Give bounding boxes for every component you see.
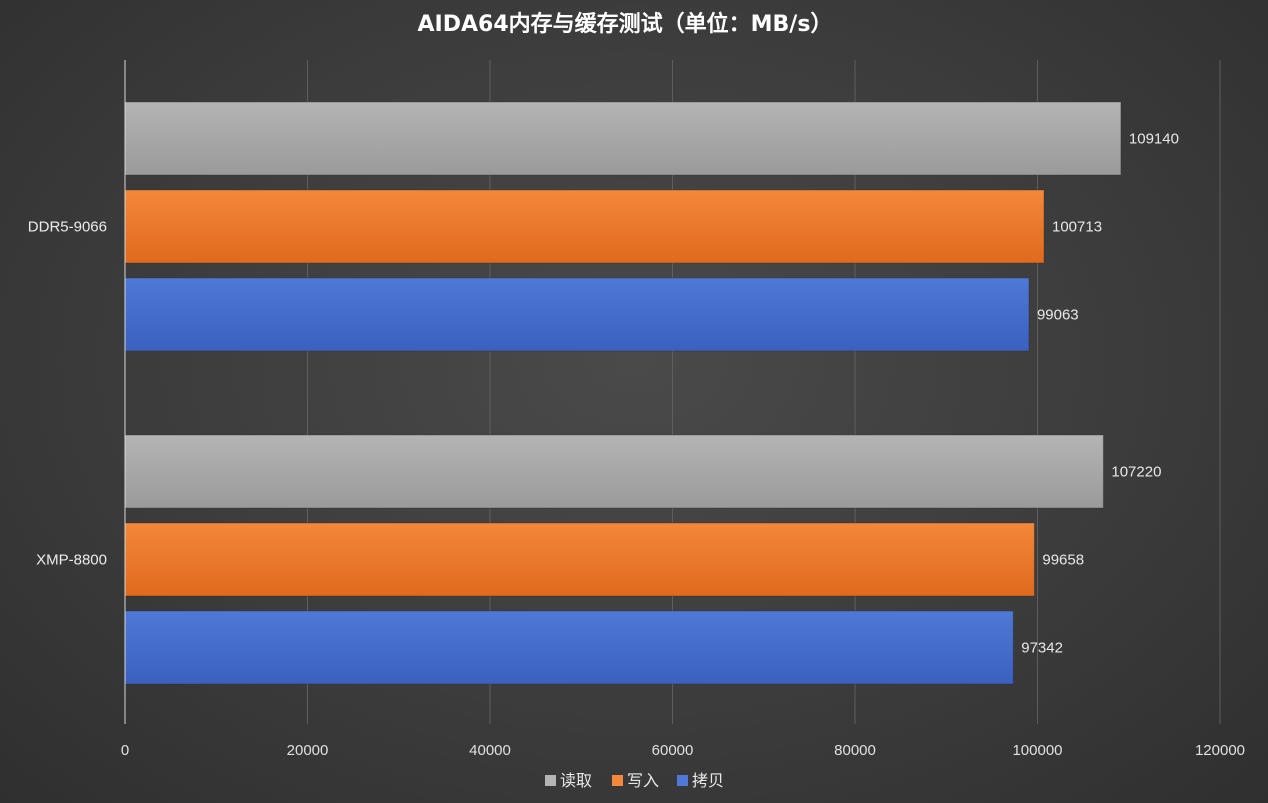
bar: [124, 277, 1030, 352]
x-tick-label: 120000: [1195, 742, 1245, 759]
legend-label: 写入: [627, 771, 659, 790]
legend-swatch: [612, 775, 623, 786]
x-tick-label: 80000: [834, 742, 876, 759]
bar: [124, 189, 1045, 264]
category-label: DDR5-9066: [28, 219, 107, 236]
data-label: 109140: [1129, 131, 1179, 148]
legend-label: 拷贝: [692, 771, 724, 790]
x-tick-label: 20000: [287, 742, 329, 759]
x-tick-label: 60000: [652, 742, 694, 759]
bar: [124, 522, 1035, 597]
category-labels: DDR5-9066 XMP-8800: [28, 219, 107, 569]
legend-swatch: [545, 775, 556, 786]
legend: 读取 写入 拷贝: [545, 771, 724, 790]
x-tick-label: 40000: [469, 742, 511, 759]
data-label: 99658: [1042, 552, 1084, 569]
data-label: 107220: [1111, 464, 1161, 481]
data-label: 99063: [1037, 307, 1079, 324]
x-tick-label: 0: [121, 742, 129, 759]
bars: [124, 101, 1122, 685]
data-label: 97342: [1021, 640, 1063, 657]
x-axis-tick-labels: 0 20000 40000 60000 80000 100000 120000: [121, 742, 1245, 759]
data-labels: 109140 100713 99063 107220 99658 97342: [1021, 131, 1179, 657]
legend-label: 读取: [560, 771, 592, 790]
x-tick-label: 100000: [1012, 742, 1062, 759]
bar: [124, 434, 1104, 509]
bar: [124, 101, 1122, 176]
category-label: XMP-8800: [36, 552, 107, 569]
data-label: 100713: [1052, 219, 1102, 236]
chart-title: AIDA64内存与缓存测试（单位：MB/s）: [418, 11, 833, 37]
legend-swatch: [677, 775, 688, 786]
bar: [124, 610, 1014, 685]
